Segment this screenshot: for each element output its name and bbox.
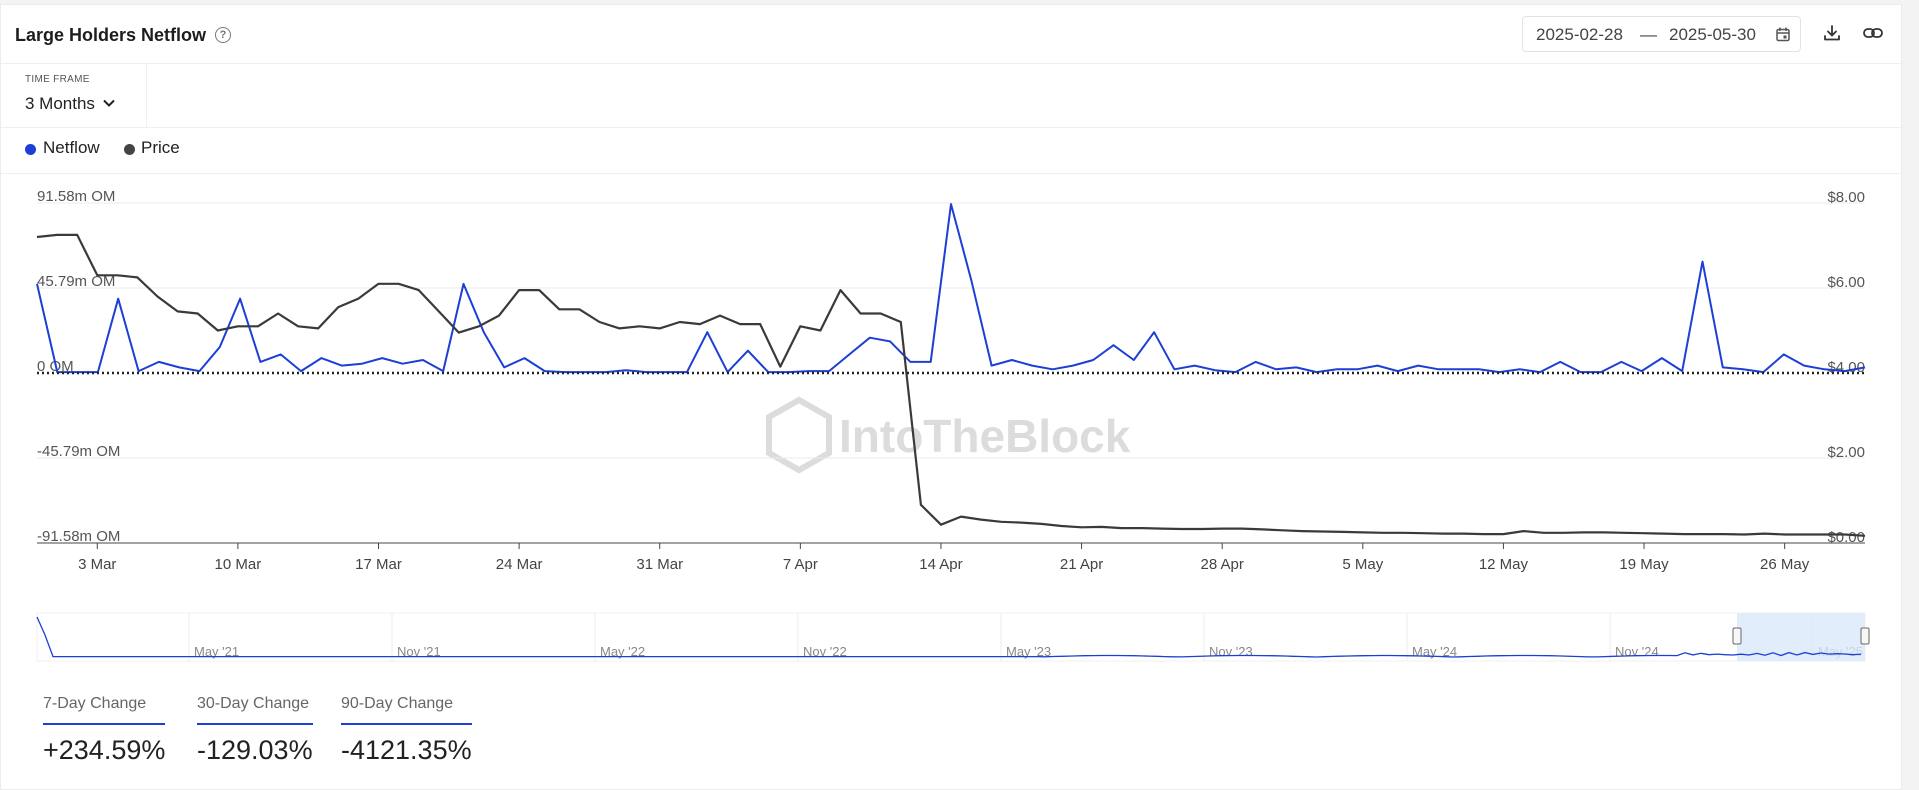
stat-label: 7-Day Change [43, 695, 166, 725]
chevron-down-icon [103, 99, 115, 107]
x-tick-label: 12 May [1479, 556, 1529, 573]
timeframe-selector[interactable]: TIME FRAME 3 Months [1, 64, 147, 127]
divider [1, 173, 1901, 174]
y-left-tick: 45.79m OM [37, 273, 115, 290]
timeframe-value: 3 Months [25, 94, 95, 113]
divider [1, 127, 1901, 128]
date-from: 2025-02-28 [1536, 25, 1623, 44]
date-range-picker[interactable]: 2025-02-28 — 2025-05-30 [1522, 16, 1801, 52]
overview-tick-label: Nov '22 [803, 644, 847, 659]
overview-navigator[interactable]: May '21 Nov '21 May '22 Nov '22 May '23 Nov '… [1, 605, 1901, 665]
stat-label: 30-Day Change [197, 695, 313, 725]
overview-tick-label: May '24 [1412, 644, 1457, 659]
x-tick-label: 21 Apr [1060, 556, 1103, 573]
x-tick-label: 14 Apr [919, 556, 962, 573]
overview-tick-label: Nov '24 [1615, 644, 1659, 659]
overview-tick-label: May '23 [1006, 644, 1051, 659]
question-circle-icon[interactable]: ? [215, 27, 231, 43]
y-right-tick: $6.00 [1827, 274, 1865, 291]
overview-handle-left[interactable] [1732, 627, 1742, 645]
x-tick-label: 26 May [1760, 556, 1810, 573]
x-tick-label: 10 Mar [215, 556, 262, 573]
legend-dot-price [124, 144, 135, 155]
timeframe-label: TIME FRAME [25, 74, 90, 85]
download-icon[interactable] [1823, 24, 1841, 42]
stat-label: 90-Day Change [341, 695, 472, 725]
stat-value: -4121.35% [341, 735, 472, 765]
chart-title: Large Holders Netflow [15, 25, 207, 45]
date-separator: — [1640, 25, 1657, 44]
x-tick-label: 19 May [1619, 556, 1669, 573]
y-right-tick: $4.00 [1827, 359, 1865, 376]
overview-selection [1737, 613, 1865, 661]
x-tick-label: 31 Mar [636, 556, 683, 573]
y-right-tick: $2.00 [1827, 444, 1865, 461]
overview-tick-label: May '22 [600, 644, 645, 659]
series-line-price [36, 233, 1866, 537]
x-tick-label: 17 Mar [355, 556, 402, 573]
x-tick-label: 28 Apr [1200, 556, 1243, 573]
y-right-tick: $0.00 [1827, 529, 1865, 546]
stat-90-day[interactable]: 90-Day Change -4121.35% [341, 695, 472, 766]
overview-tick-label: May '21 [194, 644, 239, 659]
link-icon[interactable] [1863, 24, 1883, 42]
y-right-tick: $8.00 [1827, 189, 1865, 206]
legend-label-netflow: Netflow [43, 138, 100, 157]
x-tick-label: 3 Mar [78, 556, 116, 573]
stat-7-day[interactable]: 7-Day Change +234.59% [43, 695, 166, 766]
calendar-icon [1776, 27, 1790, 42]
watermark-logo [766, 396, 832, 474]
y-left-tick: -91.58m OM [37, 528, 120, 545]
overview-handle-right[interactable] [1860, 627, 1870, 645]
stat-value: -129.03% [197, 735, 313, 765]
series-line-netflow [36, 203, 1866, 374]
legend-dot-netflow [25, 144, 36, 155]
netflow-card: Large Holders Netflow ? 2025-02-28 — 202… [0, 4, 1902, 790]
stat-value: +234.59% [43, 735, 166, 765]
legend-label-price: Price [141, 138, 180, 157]
main-chart[interactable]: IntoTheBlock 91.58m OM $8.00 45.79m OM $6.00… [1, 175, 1901, 595]
watermark: IntoTheBlock [766, 396, 1131, 474]
stat-30-day[interactable]: 30-Day Change -129.03% [197, 695, 313, 766]
x-tick-label: 7 Apr [783, 556, 818, 573]
overview-frame [36, 612, 1866, 662]
card-header: Large Holders Netflow ? 2025-02-28 — 202… [1, 5, 1901, 64]
y-left-tick: -45.79m OM [37, 443, 120, 460]
date-to: 2025-05-30 [1669, 25, 1756, 44]
overview-tick-label: Nov '21 [397, 644, 441, 659]
y-left-tick: 91.58m OM [37, 188, 115, 205]
watermark-text: IntoTheBlock [839, 410, 1131, 462]
x-tick-label: 5 May [1342, 556, 1383, 573]
x-tick-label: 24 Mar [496, 556, 543, 573]
overview-tick-label: Nov '23 [1209, 644, 1253, 659]
overview-series-line [36, 616, 1862, 658]
